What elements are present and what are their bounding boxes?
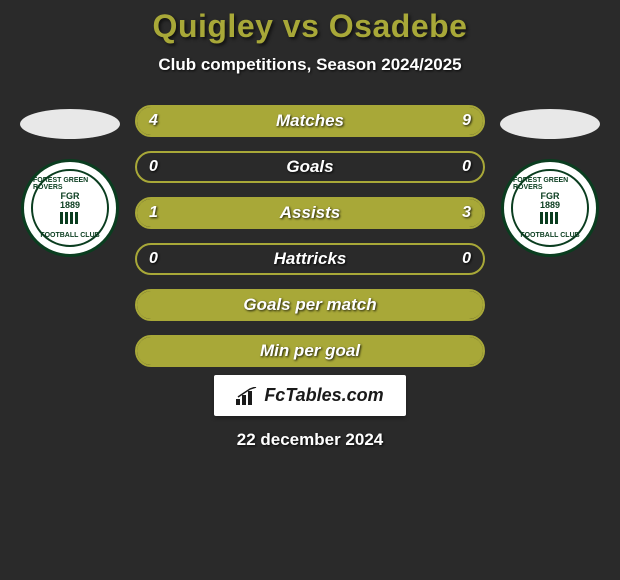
left-club-badge: FOREST GREEN ROVERS FGR 1889 FOOTBALL CL… [21, 159, 119, 257]
stat-label: Matches [276, 111, 344, 131]
stat-value-left: 0 [149, 250, 158, 268]
bar-fill-right [224, 199, 484, 227]
stat-label: Goals per match [243, 295, 376, 315]
stat-label: Assists [280, 203, 340, 223]
stat-label: Min per goal [260, 341, 360, 361]
stat-value-right: 0 [462, 158, 471, 176]
badge-bottom-text: FOOTBALL CLUB [520, 232, 579, 239]
chart-icon [236, 387, 258, 405]
page-title: Quigley vs Osadebe [0, 8, 620, 45]
stat-label: Hattricks [274, 249, 347, 269]
main-row: FOREST GREEN ROVERS FGR 1889 FOOTBALL CL… [0, 105, 620, 367]
stat-bar: 4 9 Matches [135, 105, 485, 137]
right-club-badge: FOREST GREEN ROVERS FGR 1889 FOOTBALL CL… [501, 159, 599, 257]
badge-year: 1889 [540, 201, 560, 210]
stat-bars: 4 9 Matches 0 0 Goals 1 3 Assists 0 0 Hattricks Goal… [135, 105, 485, 367]
brand-text: FcTables.com [264, 385, 383, 406]
stat-value-right: 3 [462, 204, 471, 222]
stat-value-right: 9 [462, 112, 471, 130]
stat-bar: 0 0 Goals [135, 151, 485, 183]
stat-value-left: 0 [149, 158, 158, 176]
badge-bottom-text: FOOTBALL CLUB [40, 232, 99, 239]
stat-value-right: 0 [462, 250, 471, 268]
stat-bar: 1 3 Assists [135, 197, 485, 229]
stat-bar: Min per goal [135, 335, 485, 367]
footer: FcTables.com 22 december 2024 [0, 375, 620, 450]
left-column: FOREST GREEN ROVERS FGR 1889 FOOTBALL CL… [15, 105, 125, 257]
stat-bar: Goals per match [135, 289, 485, 321]
comparison-card: Quigley vs Osadebe Club competitions, Se… [0, 0, 620, 450]
stat-value-left: 4 [149, 112, 158, 130]
badge-top-text: FOREST GREEN ROVERS [513, 177, 587, 191]
right-column: FOREST GREEN ROVERS FGR 1889 FOOTBALL CL… [495, 105, 605, 257]
brand-box: FcTables.com [214, 375, 405, 416]
right-player-photo [500, 109, 600, 139]
left-player-photo [20, 109, 120, 139]
stat-value-left: 1 [149, 204, 158, 222]
badge-top-text: FOREST GREEN ROVERS [33, 177, 107, 191]
badge-year: 1889 [60, 201, 80, 210]
date-text: 22 december 2024 [237, 430, 384, 450]
stat-label: Goals [286, 157, 333, 177]
stat-bar: 0 0 Hattricks [135, 243, 485, 275]
subtitle: Club competitions, Season 2024/2025 [0, 55, 620, 75]
